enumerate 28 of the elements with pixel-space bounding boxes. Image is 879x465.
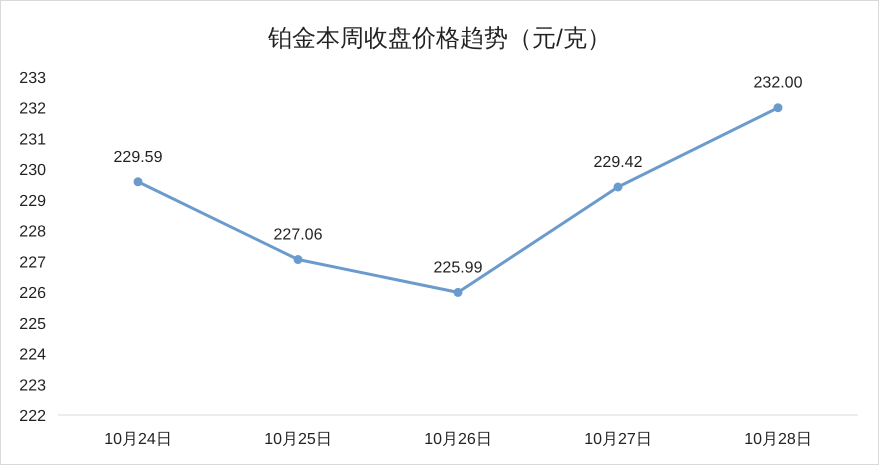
y-tick-label: 226 bbox=[19, 285, 46, 302]
x-tick-label: 10月24日 bbox=[104, 431, 172, 448]
point bbox=[774, 103, 782, 112]
point bbox=[134, 177, 142, 186]
data-label: 227.06 bbox=[274, 226, 323, 244]
x-tick-label: 10月25日 bbox=[264, 431, 332, 448]
y-tick-label: 229 bbox=[19, 192, 46, 210]
y-tick-label: 224 bbox=[19, 346, 46, 364]
y-tick-label: 223 bbox=[19, 377, 46, 394]
point bbox=[614, 182, 622, 192]
y-tick-label: 230 bbox=[19, 162, 46, 180]
point bbox=[454, 288, 462, 297]
data-label: 229.42 bbox=[594, 154, 643, 172]
point bbox=[294, 255, 302, 264]
data-label: 225.99 bbox=[434, 259, 483, 276]
y-tick-label: 232 bbox=[19, 100, 46, 118]
x-tick-label: 10月28日 bbox=[744, 431, 812, 448]
x-tick-label: 10月26日 bbox=[424, 431, 492, 448]
x-tick-label: 10月27日 bbox=[584, 431, 652, 448]
y-tick-label: 231 bbox=[19, 131, 46, 148]
data-label: 232.00 bbox=[754, 74, 803, 92]
chart-title: 铂金本周收盘价格趋势（元/克） bbox=[267, 25, 611, 52]
y-tick-label: 227 bbox=[19, 254, 46, 272]
y-tick-label: 228 bbox=[19, 224, 46, 241]
y-tick-label: 225 bbox=[19, 316, 46, 333]
y-tick-label: 222 bbox=[19, 408, 46, 425]
y-tick-label: 233 bbox=[19, 70, 46, 87]
data-label: 229.59 bbox=[114, 148, 163, 166]
